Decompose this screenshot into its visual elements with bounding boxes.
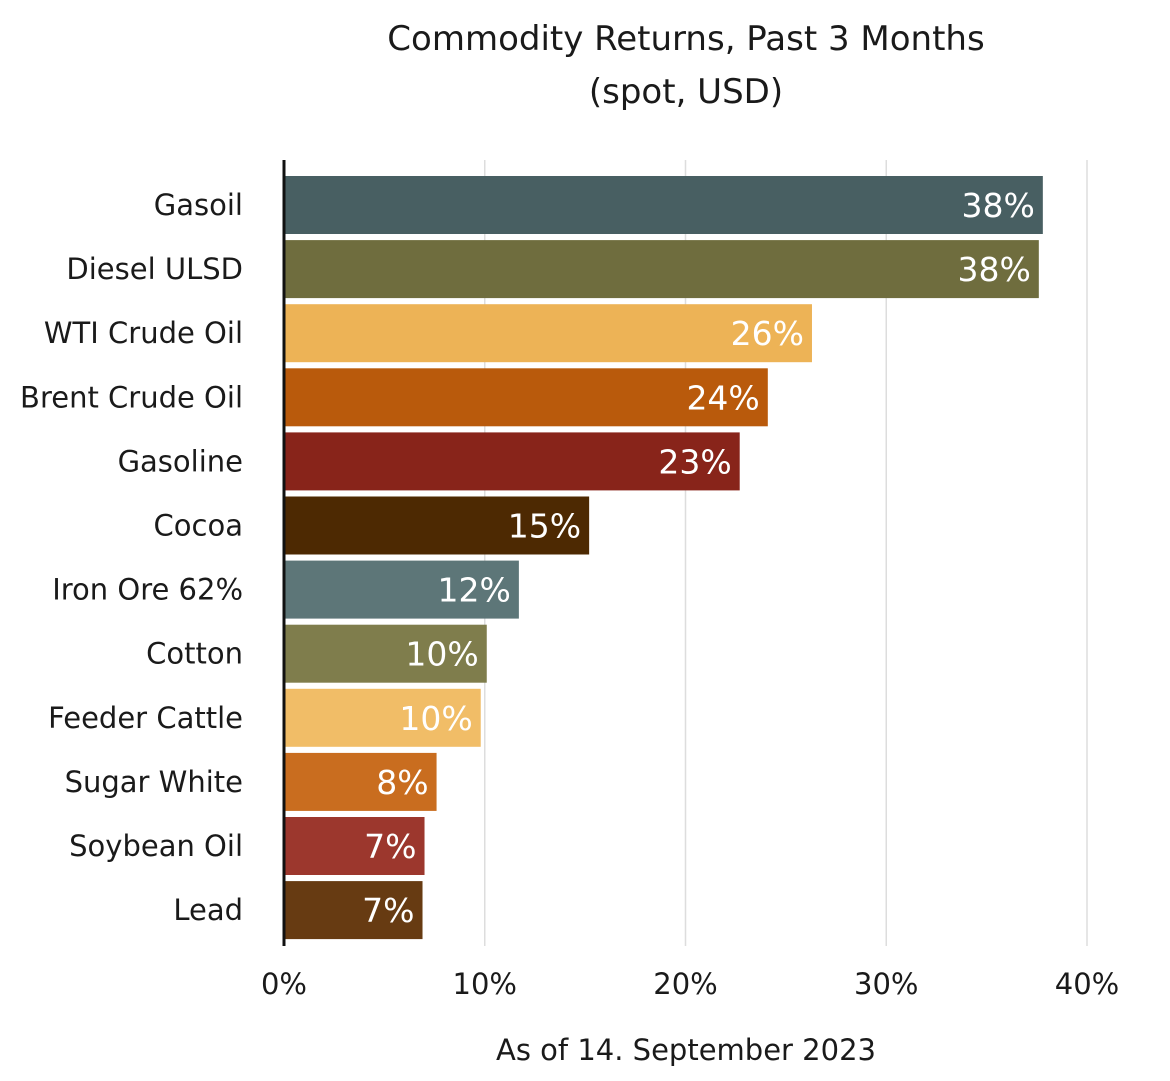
bar	[284, 881, 423, 940]
bar-group: 26%	[284, 304, 812, 363]
bar-group: 38%	[284, 176, 1043, 234]
bar-value-label: 23%	[658, 442, 731, 481]
category-label: Cocoa	[154, 509, 243, 543]
bar-value-label: 7%	[362, 891, 414, 930]
x-tick-label: 40%	[1055, 967, 1119, 1001]
category-labels: Gasoil Diesel ULSD WTI Crude Oil Brent Crud…	[20, 188, 243, 927]
bar	[284, 368, 768, 427]
category-label: Diesel ULSD	[66, 252, 243, 286]
bar	[284, 304, 812, 363]
bar-group: 15%	[284, 496, 590, 555]
category-label: Gasoil	[154, 188, 243, 222]
category-label: Sugar White	[65, 765, 243, 799]
category-label: WTI Crude Oil	[44, 316, 243, 350]
x-axis-label: As of 14. September 2023	[496, 1033, 876, 1067]
bar-value-label: 8%	[376, 763, 428, 802]
bar	[284, 240, 1039, 299]
x-tick-label: 20%	[653, 967, 717, 1001]
category-label: Iron Ore 62%	[52, 573, 243, 607]
bar	[284, 752, 437, 811]
bar-value-label: 12%	[438, 571, 511, 610]
bar-group: 10%	[284, 624, 487, 683]
category-label: Cotton	[146, 637, 243, 671]
bar-group: 8%	[284, 752, 437, 811]
bar	[284, 560, 519, 619]
bar-group: 23%	[284, 432, 740, 491]
bars: 38% 38% 26% 24% 23% 15% 12% 10% 10% 8% 7% 7%	[284, 176, 1043, 940]
bar-group: 38%	[284, 240, 1039, 299]
bar-group: 12%	[284, 560, 519, 619]
bar	[284, 432, 740, 491]
bar-value-label: 38%	[957, 250, 1030, 289]
bar-value-label: 7%	[364, 827, 416, 866]
bar-group: 7%	[284, 817, 425, 875]
bar	[284, 624, 487, 683]
x-tick-label: 30%	[854, 967, 918, 1001]
bar	[284, 817, 425, 875]
bar	[284, 688, 481, 747]
chart-title: Commodity Returns, Past 3 Months	[387, 19, 984, 59]
x-tick-labels: 0% 10% 20% 30% 40%	[261, 967, 1119, 1001]
bar-value-label: 10%	[399, 699, 472, 738]
bar-value-label: 10%	[405, 635, 478, 674]
bar-group: 10%	[284, 688, 481, 747]
bar-value-label: 38%	[961, 186, 1034, 225]
category-label: Brent Crude Oil	[20, 380, 243, 414]
bar-group: 24%	[284, 368, 768, 427]
category-label: Soybean Oil	[69, 829, 243, 863]
category-label: Gasoline	[118, 444, 243, 478]
bar-value-label: 15%	[508, 507, 581, 546]
bar	[284, 176, 1043, 234]
x-tick-label: 0%	[261, 967, 307, 1001]
bar-group: 7%	[284, 881, 423, 940]
category-label: Feeder Cattle	[48, 701, 243, 735]
bar-value-label: 24%	[686, 378, 759, 417]
bar-value-label: 26%	[731, 314, 804, 353]
bar	[284, 496, 590, 555]
x-tick-label: 10%	[453, 967, 517, 1001]
category-label: Lead	[173, 893, 243, 927]
chart-subtitle: (spot, USD)	[589, 72, 783, 112]
